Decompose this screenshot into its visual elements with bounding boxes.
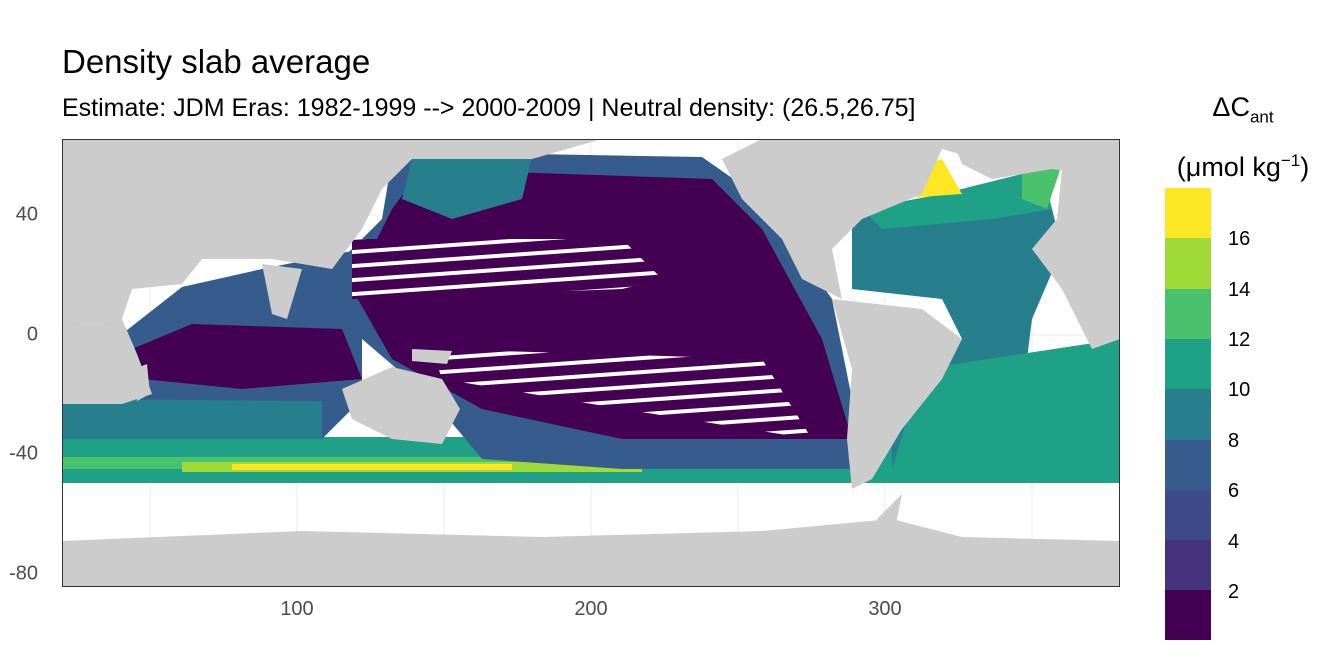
greenland — [952, 139, 1062, 179]
legend-colorbar — [1165, 188, 1211, 640]
map-subtitle: Estimate: JDM Eras: 1982-1999 --> 2000-2… — [62, 94, 916, 122]
legend-labels: 16 14 12 10 8 6 4 2 — [1228, 188, 1268, 640]
legend-swatch — [1165, 590, 1211, 640]
legend-label: 14 — [1228, 279, 1251, 301]
antarctica — [62, 519, 1120, 587]
legend-swatch — [1165, 238, 1211, 289]
south-atlantic — [892, 339, 1120, 469]
madagascar — [134, 364, 150, 401]
y-tick-label: 40 — [15, 203, 38, 226]
x-tick-label: 200 — [574, 598, 608, 620]
legend-title: ΔCant (μmol kg−1) — [1158, 85, 1328, 189]
india — [262, 264, 302, 319]
y-tick-label: -80 — [9, 562, 38, 585]
legend-label: 16 — [1228, 228, 1251, 250]
legend-swatch — [1165, 389, 1211, 440]
y-tick-label: 0 — [26, 323, 38, 346]
legend-label: 6 — [1228, 480, 1240, 502]
antarctic-peninsula — [877, 494, 902, 534]
legend-swatch — [1165, 289, 1211, 339]
labrador-sea-high — [1022, 164, 1062, 209]
pacific-ocean-banded — [352, 239, 662, 299]
legend-swatch — [1165, 490, 1211, 540]
north-america — [722, 139, 1120, 299]
y-tick-label: -40 — [9, 442, 38, 465]
new-guinea — [412, 349, 452, 364]
map-title: Density slab average — [62, 43, 371, 80]
eurasia — [62, 139, 602, 329]
north-atlantic-margin — [862, 169, 1052, 229]
africa — [62, 319, 152, 404]
legend-title-unit: (μmol kg−1) — [1176, 151, 1310, 183]
legend-title-main: ΔCant — [1212, 92, 1274, 127]
europe-west — [1032, 169, 1120, 349]
legend-label: 10 — [1228, 379, 1251, 401]
indian-ocean-north — [132, 324, 362, 389]
legend-label: 4 — [1228, 531, 1240, 553]
x-tick-label: 100 — [280, 598, 314, 620]
south-america — [832, 299, 962, 489]
pacific-ocean-banded — [432, 349, 812, 439]
legend-swatch — [1165, 440, 1211, 490]
legend-label: 8 — [1228, 430, 1240, 452]
map-svg — [62, 139, 1120, 587]
australia — [342, 367, 460, 444]
legend-swatch — [1165, 188, 1211, 238]
legend-label: 2 — [1228, 581, 1240, 603]
land — [62, 139, 1120, 587]
north-pacific-margin — [402, 157, 532, 219]
legend-swatch — [1165, 540, 1211, 590]
legend-label: 12 — [1228, 329, 1251, 351]
ocean-south-band — [232, 464, 512, 470]
map-panel — [62, 139, 1120, 587]
legend-swatch — [1165, 339, 1211, 389]
indian-ocean-south — [62, 399, 322, 439]
x-tick-label: 300 — [868, 598, 902, 620]
panel-border — [62, 139, 1120, 587]
